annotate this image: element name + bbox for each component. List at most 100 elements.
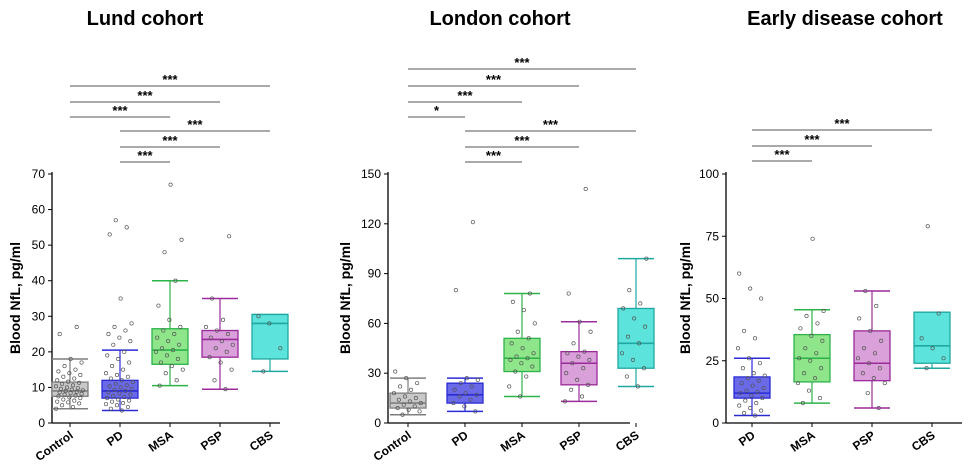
data-point <box>111 342 116 347</box>
data-point <box>158 360 163 365</box>
data-point <box>125 374 130 379</box>
data-point <box>67 395 72 400</box>
data-point <box>863 288 868 294</box>
data-point <box>53 384 59 389</box>
data-point <box>815 321 820 326</box>
data-point <box>67 371 72 376</box>
data-point <box>735 346 741 351</box>
significance-label: *** <box>804 132 820 147</box>
data-point <box>525 356 530 361</box>
data-point <box>212 378 217 383</box>
data-point <box>63 388 68 394</box>
significance-label: *** <box>137 148 153 163</box>
data-point <box>127 360 132 365</box>
data-point <box>514 354 519 359</box>
data-point <box>530 364 535 369</box>
data-point <box>168 182 173 187</box>
data-point <box>61 374 66 379</box>
data-point <box>521 308 526 313</box>
data-point <box>70 383 76 388</box>
iqr-box <box>151 328 189 365</box>
data-point <box>457 394 462 399</box>
data-point <box>129 386 134 391</box>
data-point <box>527 291 532 296</box>
category-label: CBS <box>613 428 642 454</box>
panel-title: Lund cohort <box>87 8 204 30</box>
data-point <box>565 351 570 356</box>
data-point <box>817 396 822 401</box>
data-point <box>749 393 754 398</box>
data-point <box>862 346 867 351</box>
data-point <box>118 296 123 301</box>
data-point <box>74 389 79 394</box>
data-point <box>66 400 71 405</box>
data-point <box>117 335 122 340</box>
data-point <box>755 389 760 394</box>
data-point <box>73 393 78 398</box>
data-point <box>463 391 468 396</box>
data-point <box>621 306 626 311</box>
data-point <box>66 379 71 384</box>
data-point <box>113 381 118 386</box>
category-label: CBS <box>247 428 276 454</box>
data-point <box>475 377 480 382</box>
category-label: PD <box>736 428 758 449</box>
data-point <box>164 353 170 358</box>
data-point <box>62 392 67 397</box>
data-point <box>742 410 747 416</box>
significance-label: * <box>434 103 440 118</box>
data-point <box>391 391 397 396</box>
data-point <box>795 381 801 386</box>
panel-early-disease: Early disease cohort Blood NfL, pg/ml 0 2… <box>677 8 962 455</box>
data-point <box>103 402 109 407</box>
data-point <box>105 353 110 358</box>
y-tick-label: 0 <box>712 416 719 430</box>
category-label: PSP <box>850 428 878 453</box>
data-point <box>470 220 475 225</box>
data-point <box>745 376 750 381</box>
data-point <box>118 385 123 390</box>
significance-label: *** <box>187 117 203 132</box>
data-point <box>413 396 418 401</box>
data-point <box>123 388 128 394</box>
y-tick-label: 60 <box>368 316 382 330</box>
box-cbs <box>617 256 655 389</box>
y-tick-label: 90 <box>368 267 382 281</box>
data-point <box>123 328 128 333</box>
iqr-box <box>853 330 891 382</box>
box-cbs <box>251 313 289 374</box>
data-point <box>160 346 165 351</box>
data-point <box>223 387 228 392</box>
y-tick-label: 25 <box>706 354 720 368</box>
data-point <box>803 346 808 351</box>
data-point <box>114 372 120 378</box>
data-point <box>267 321 272 326</box>
data-point <box>582 349 587 354</box>
data-point <box>119 408 124 413</box>
data-point <box>748 286 753 291</box>
y-tick-label: 0 <box>38 416 45 430</box>
data-point <box>510 299 515 304</box>
data-point <box>69 387 74 392</box>
data-point <box>60 381 65 386</box>
data-point <box>759 408 764 413</box>
data-point <box>638 301 643 306</box>
data-point <box>395 406 400 411</box>
data-point <box>575 377 580 382</box>
data-point <box>114 403 120 408</box>
data-point <box>577 319 582 324</box>
data-point <box>79 391 84 396</box>
significance-bracket: *** <box>752 116 932 131</box>
data-point <box>452 387 457 392</box>
data-point <box>802 371 807 376</box>
box-psp <box>201 234 239 392</box>
data-point <box>412 404 417 409</box>
data-point <box>111 393 116 399</box>
data-point <box>588 329 593 334</box>
data-point <box>122 349 127 354</box>
data-point <box>930 346 935 351</box>
data-point <box>415 381 420 386</box>
data-point <box>396 397 401 402</box>
box-pd <box>101 218 139 413</box>
data-point <box>162 250 167 255</box>
